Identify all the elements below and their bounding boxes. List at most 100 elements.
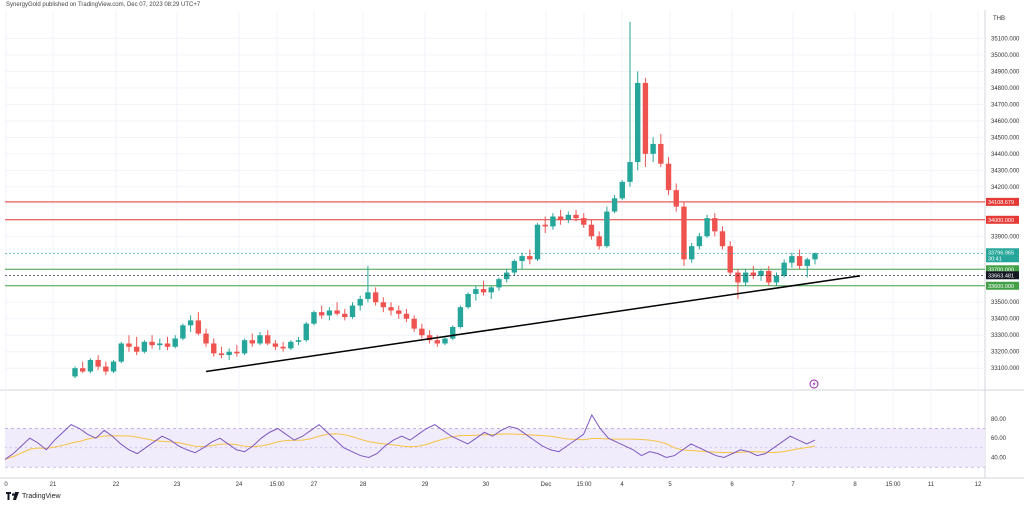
candle-body: [581, 218, 587, 225]
branding[interactable]: TradingView: [6, 492, 61, 500]
candle-body: [187, 320, 194, 326]
candle-body: [311, 312, 317, 324]
candle-body: [426, 335, 433, 341]
candle-body: [87, 359, 94, 372]
candle-body: [511, 261, 518, 273]
rsi-tick-label: 60.00: [991, 436, 1007, 442]
candle-body: [149, 341, 155, 346]
level-tag-label: 34108.679: [988, 200, 1014, 206]
candle-body: [103, 366, 109, 372]
candle-body: [519, 256, 525, 262]
candle-body: [118, 343, 124, 362]
candle-body: [226, 351, 232, 356]
x-tick-label: 15:00: [576, 482, 592, 488]
candle-body: [527, 256, 533, 260]
candle-body: [588, 224, 595, 237]
candle-body: [796, 256, 803, 266]
candle-body: [735, 272, 741, 283]
y-tick-label: 35000.000: [991, 53, 1020, 59]
candle-body: [72, 368, 78, 377]
x-tick-label: 8: [853, 482, 857, 488]
candle-body: [750, 272, 757, 276]
candle-body: [180, 325, 186, 339]
candle-body: [265, 335, 271, 344]
candle-body: [565, 214, 572, 220]
x-tick-label: 15:00: [885, 482, 901, 488]
y-tick-label: 34400.000: [991, 152, 1020, 158]
candle-body: [719, 231, 726, 247]
y-tick-label: 33900.000: [991, 234, 1020, 240]
candle-body: [241, 340, 248, 354]
candle-body: [789, 256, 795, 263]
tradingview-logo-icon: [6, 492, 19, 500]
x-tick-label: 4: [620, 482, 624, 488]
candle-body: [542, 224, 548, 227]
x-tick-label: 23: [174, 482, 181, 488]
candle-body: [550, 216, 556, 227]
candle-body: [688, 246, 695, 260]
candle-body: [442, 338, 448, 344]
candle-body: [326, 310, 333, 316]
candle-body: [604, 211, 610, 247]
candle-body: [396, 310, 402, 314]
candle-body: [642, 82, 649, 154]
trendline: [205, 275, 861, 373]
price-tag-label: 33796.965: [988, 250, 1014, 256]
event-lightning-icon: [809, 379, 819, 389]
rsi-ma-line: [4, 433, 816, 460]
candle-body: [157, 343, 163, 346]
rsi-tick-label: 40.00: [991, 456, 1007, 462]
candle-body: [812, 253, 818, 260]
candle-body: [388, 307, 394, 311]
level-tag: [986, 281, 1019, 290]
candle-body: [496, 279, 502, 288]
logo-text: TradingView: [22, 492, 61, 500]
candle-body: [365, 292, 371, 299]
candle-body: [704, 218, 710, 237]
level-tag: [986, 215, 1019, 224]
y-tick-label: 33400.000: [991, 317, 1020, 323]
y-tick-label: 33200.000: [991, 350, 1020, 356]
rsi-line: [4, 413, 816, 460]
candle-body: [403, 313, 410, 319]
candle-body: [280, 346, 286, 349]
candle-body: [357, 298, 363, 306]
candle-body: [658, 143, 664, 164]
level-tag-label: 34000.000: [988, 218, 1014, 224]
price-tag: [986, 271, 1019, 280]
y-tick-label: 34500.000: [991, 135, 1020, 141]
x-tick-label: Dec: [541, 482, 552, 488]
candle-body: [450, 326, 456, 339]
y-tick-label: 33100.000: [991, 366, 1020, 372]
candle-body: [573, 214, 579, 219]
x-tick-label: 12: [975, 482, 982, 488]
candle-body: [473, 289, 479, 294]
candle-body: [635, 82, 641, 163]
y-tick-label: 33500.000: [991, 300, 1020, 306]
candle-body: [681, 206, 687, 260]
level-tag-label: 33600.000: [988, 284, 1014, 290]
candle-body: [627, 162, 633, 182]
candle-body: [110, 361, 117, 372]
candle-body: [619, 181, 625, 199]
candle-body: [557, 216, 564, 220]
price-tag: [986, 248, 1019, 263]
x-tick-label: 21: [50, 482, 57, 488]
level-tag: [986, 265, 1019, 274]
candle-body: [488, 287, 494, 293]
candle-body: [411, 318, 417, 329]
rsi-tick-label: 80.00: [991, 417, 1007, 423]
x-tick-label: 27: [311, 482, 318, 488]
x-tick-label: 29: [422, 482, 429, 488]
x-tick-label: 5: [668, 482, 672, 488]
candle-body: [742, 272, 749, 283]
candle-body: [503, 272, 510, 280]
candle-body: [272, 343, 279, 347]
candle-body: [218, 353, 225, 356]
publish-caption: SynergyGold published on TradingView.com…: [6, 2, 201, 8]
price-tag-label: 33663.481: [988, 273, 1014, 279]
candle-body: [534, 224, 541, 260]
candle-body: [172, 338, 178, 347]
y-tick-label: 35100.000: [991, 36, 1020, 42]
